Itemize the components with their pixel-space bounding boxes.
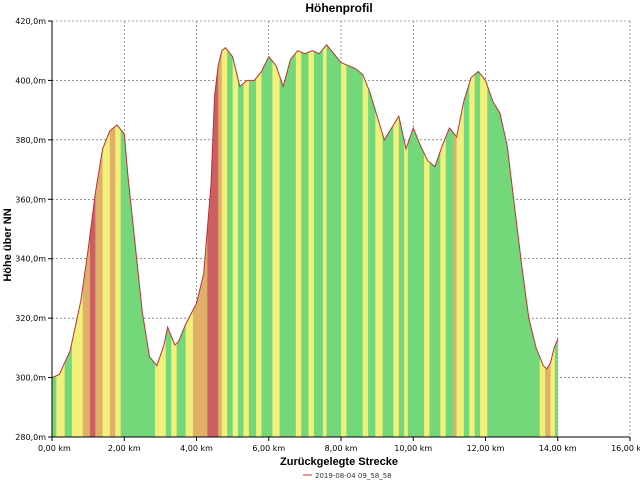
- gradient-band: [279, 44, 290, 437]
- x-tick-labels: 0,00 km 2,00 km 4,00 km 6,00 km 8,00 km 10,00…: [38, 437, 640, 453]
- gradient-band: [288, 44, 297, 437]
- x-tick-label: 8,00 km: [325, 444, 358, 453]
- gradient-band: [295, 44, 302, 437]
- gradient-band: [238, 44, 244, 437]
- gradient-band: [200, 44, 208, 437]
- gradient-band: [120, 44, 127, 437]
- x-tick-label: 16,00 km: [611, 444, 640, 453]
- legend: 2019-08-04 09_58_58: [303, 472, 392, 480]
- gradient-band: [415, 44, 425, 437]
- y-tick-label: 380,0m: [15, 136, 46, 145]
- x-tick-label: 14,00 km: [539, 444, 577, 453]
- y-tick-label: 320,0m: [15, 314, 46, 323]
- gradient-band: [346, 44, 364, 437]
- gradient-band: [82, 44, 91, 437]
- gradient-band: [165, 44, 172, 437]
- gradient-band: [135, 44, 156, 437]
- gradient-band: [445, 44, 454, 437]
- gradient-band: [474, 44, 481, 437]
- gradient-band: [375, 44, 383, 437]
- gradient-band: [158, 44, 167, 437]
- gradient-band: [52, 44, 57, 437]
- gradient-band: [480, 44, 488, 437]
- gradient-band: [227, 44, 234, 437]
- x-tick-label: 6,00 km: [252, 444, 285, 453]
- gradient-band: [126, 44, 136, 437]
- gradient-band: [109, 44, 116, 437]
- gradient-band: [308, 44, 315, 437]
- gradient-band: [218, 44, 223, 437]
- y-tick-label: 300,0m: [15, 374, 46, 383]
- gradient-band: [89, 44, 96, 437]
- gradient-band: [232, 44, 239, 437]
- gradient-band: [539, 44, 546, 437]
- gradient-color-bands: [52, 44, 558, 437]
- gradient-band: [382, 44, 394, 437]
- gradient-band: [171, 44, 178, 437]
- gradient-band: [176, 44, 187, 437]
- gradient-band: [424, 44, 430, 437]
- gradient-band: [261, 44, 273, 437]
- gradient-band: [313, 44, 324, 437]
- gradient-band: [429, 44, 441, 437]
- gradient-band: [393, 44, 400, 437]
- x-tick-label: 0,00 km: [38, 444, 71, 453]
- gradient-band: [56, 44, 66, 437]
- gradient-band: [64, 44, 73, 437]
- y-tick-label: 280,0m: [15, 433, 46, 442]
- gradient-band: [341, 44, 347, 437]
- gradient-band: [407, 44, 416, 437]
- gradient-band: [404, 44, 409, 437]
- y-tick-label: 420,0m: [15, 17, 46, 26]
- gradient-band: [440, 44, 447, 437]
- gradient-band: [463, 44, 470, 437]
- gradient-band: [256, 44, 262, 437]
- legend-label: 2019-08-04 09_58_58: [315, 472, 392, 480]
- gradient-band: [154, 44, 159, 437]
- x-tick-label: 12,00 km: [467, 444, 505, 453]
- gradient-band: [545, 44, 551, 437]
- x-tick-label: 2,00 km: [108, 444, 141, 453]
- gradient-band: [469, 44, 476, 437]
- gradient-band: [71, 44, 84, 437]
- gradient-band: [115, 44, 122, 437]
- gradient-band: [368, 44, 376, 437]
- y-tick-labels: 280,0m 300,0m 320,0m 340,0m 360,0m 380,0m 400,…: [15, 17, 52, 442]
- gradient-band: [248, 44, 257, 437]
- y-tick-label: 360,0m: [15, 195, 46, 204]
- gradient-band: [528, 44, 541, 437]
- gradient-band: [301, 44, 309, 437]
- gradient-band: [221, 44, 228, 437]
- y-tick-label: 400,0m: [15, 76, 46, 85]
- gradient-band: [362, 44, 369, 437]
- elevation-series-line: [51, 44, 559, 379]
- gradient-band: [95, 44, 103, 437]
- gradient-band: [550, 44, 556, 437]
- chart-title: Höhenprofil: [305, 1, 372, 15]
- gradient-band: [243, 44, 250, 437]
- gradient-band: [185, 44, 194, 437]
- y-axis-title: Höhe über NN: [2, 208, 14, 281]
- y-tick-label: 340,0m: [15, 255, 46, 264]
- gradient-band: [102, 44, 111, 437]
- x-tick-label: 4,00 km: [180, 444, 213, 453]
- gradient-band: [322, 44, 327, 437]
- gradient-band: [456, 44, 465, 437]
- gradient-band: [398, 44, 405, 437]
- x-tick-label: 10,00 km: [394, 444, 432, 453]
- gradient-band: [326, 44, 342, 437]
- gradient-band: [487, 44, 530, 437]
- x-axis-title: Zurückgelegte Strecke: [280, 456, 398, 468]
- gradient-band: [452, 44, 457, 437]
- gradient-band: [207, 44, 219, 437]
- gradient-band: [272, 44, 280, 437]
